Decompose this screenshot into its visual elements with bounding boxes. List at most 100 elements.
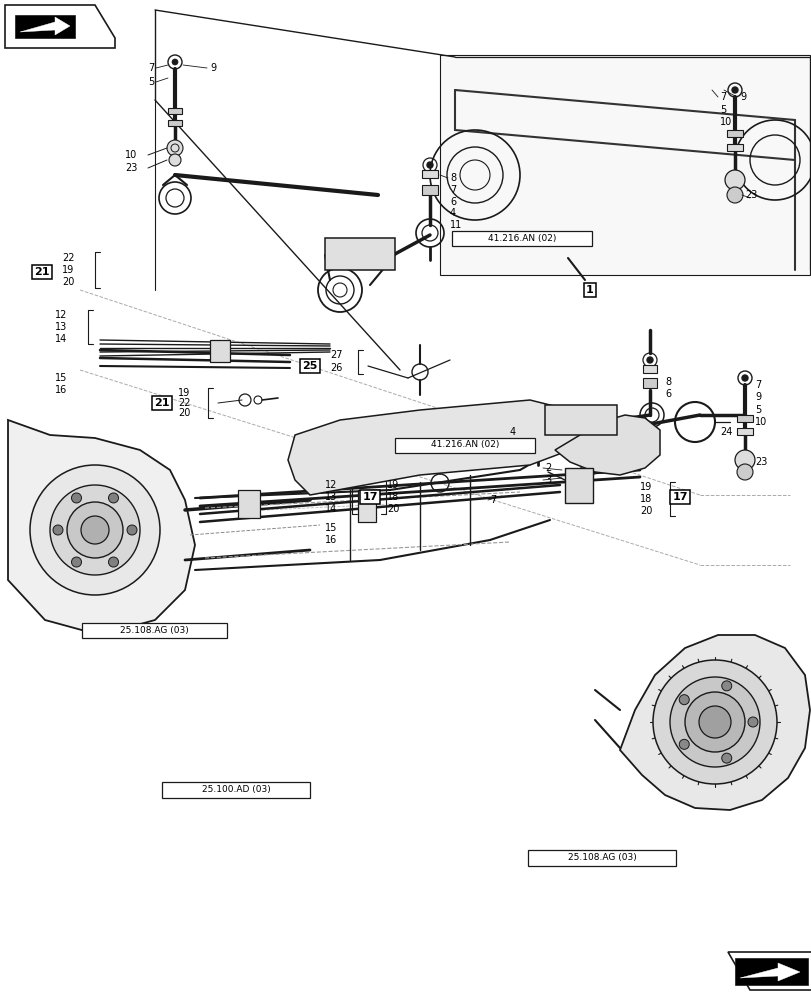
Text: 17: 17 [362, 492, 377, 502]
Text: 25: 25 [302, 361, 317, 371]
Circle shape [109, 493, 118, 503]
Text: 14: 14 [324, 504, 337, 514]
Text: 18: 18 [639, 494, 651, 504]
Circle shape [127, 525, 137, 535]
Text: 20: 20 [62, 277, 75, 287]
Text: 25.108.AG (03): 25.108.AG (03) [567, 853, 636, 862]
Text: 13: 13 [324, 492, 337, 502]
Text: 27: 27 [329, 350, 342, 360]
Text: 9: 9 [739, 92, 745, 102]
Text: 10: 10 [125, 150, 137, 160]
Bar [736, 428, 752, 435]
Polygon shape [620, 635, 809, 810]
Bar [422, 170, 437, 178]
Bar [527, 850, 676, 866]
Text: @TEI: @TEI [407, 444, 428, 452]
Bar [726, 144, 742, 151]
Polygon shape [440, 55, 809, 275]
Text: 19: 19 [387, 480, 399, 490]
Bar [726, 130, 742, 137]
Text: 1: 1 [586, 285, 593, 295]
Circle shape [679, 739, 689, 749]
Text: 8: 8 [449, 173, 456, 183]
Text: 19: 19 [178, 388, 190, 398]
Text: 11: 11 [509, 439, 521, 449]
Circle shape [698, 706, 730, 738]
Bar [394, 438, 534, 452]
Text: 9: 9 [754, 392, 760, 402]
Text: 19: 19 [639, 482, 651, 492]
Text: 23: 23 [754, 457, 766, 467]
Text: 22: 22 [178, 398, 191, 408]
Text: 12: 12 [324, 480, 337, 490]
Text: 25.108.AG (03): 25.108.AG (03) [120, 626, 189, 635]
Circle shape [684, 692, 744, 752]
Circle shape [734, 450, 754, 470]
Text: 5: 5 [754, 405, 761, 415]
Circle shape [427, 162, 432, 168]
Circle shape [747, 717, 757, 727]
Text: 17: 17 [672, 492, 687, 502]
Bar [564, 468, 592, 503]
Circle shape [109, 557, 118, 567]
Text: 7: 7 [148, 63, 154, 73]
Circle shape [167, 140, 182, 156]
Text: 26: 26 [329, 363, 342, 373]
Circle shape [669, 677, 759, 767]
Circle shape [726, 187, 742, 203]
Text: 2: 2 [544, 463, 551, 473]
Polygon shape [727, 952, 811, 990]
Text: 20: 20 [639, 506, 651, 516]
Text: 15: 15 [55, 373, 67, 383]
Text: 20: 20 [387, 504, 399, 514]
Text: 7: 7 [754, 380, 761, 390]
Bar [452, 231, 591, 245]
Text: 19: 19 [62, 265, 74, 275]
Polygon shape [20, 17, 70, 35]
Circle shape [741, 375, 747, 381]
Text: 21: 21 [34, 267, 49, 277]
Bar [642, 378, 656, 388]
Text: 20: 20 [178, 408, 190, 418]
Text: 6: 6 [664, 389, 671, 399]
Polygon shape [8, 420, 195, 635]
Text: 24: 24 [719, 427, 732, 437]
Text: 15: 15 [324, 523, 337, 533]
Bar [162, 782, 310, 798]
Text: 5: 5 [719, 105, 725, 115]
Bar [422, 185, 437, 195]
Bar [324, 238, 394, 270]
Text: 23: 23 [125, 163, 137, 173]
Circle shape [736, 464, 752, 480]
Bar [210, 340, 230, 362]
Circle shape [81, 516, 109, 544]
Text: 10: 10 [754, 417, 766, 427]
Polygon shape [5, 5, 115, 48]
Bar [168, 120, 182, 126]
Text: 10: 10 [719, 117, 732, 127]
Text: 3: 3 [544, 475, 551, 485]
Bar [544, 405, 616, 435]
Text: 12: 12 [55, 310, 67, 320]
Text: 18: 18 [387, 492, 399, 502]
Bar [82, 622, 227, 638]
Text: 22: 22 [62, 253, 75, 263]
Circle shape [652, 660, 776, 784]
Circle shape [53, 525, 63, 535]
Text: 8: 8 [664, 377, 671, 387]
Circle shape [679, 695, 689, 705]
Text: 6: 6 [449, 197, 456, 207]
Polygon shape [739, 963, 799, 981]
Circle shape [721, 753, 731, 763]
Text: 16: 16 [55, 385, 67, 395]
Text: 23: 23 [744, 190, 757, 200]
Circle shape [172, 59, 178, 65]
Polygon shape [288, 400, 584, 495]
Text: 7: 7 [449, 185, 456, 195]
Circle shape [30, 465, 160, 595]
Polygon shape [734, 958, 807, 985]
Text: 41.216.AN (02): 41.216.AN (02) [431, 440, 499, 450]
Text: 9: 9 [210, 63, 216, 73]
Text: 25.100.AD (03): 25.100.AD (03) [201, 785, 270, 794]
Bar [642, 365, 656, 373]
